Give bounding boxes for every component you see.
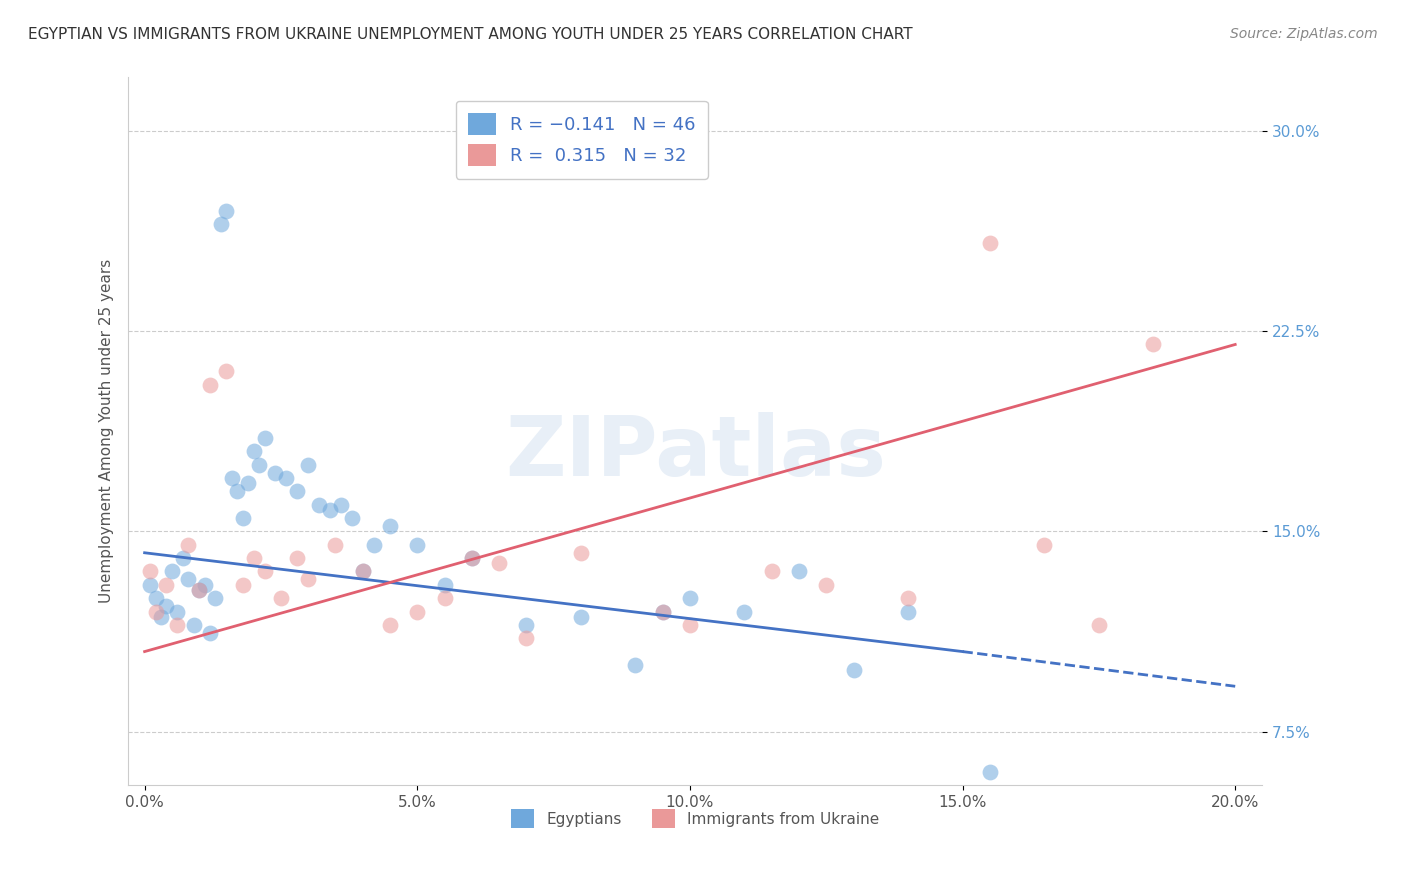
Point: [198, 377, 221, 392]
Point: [188, 583, 211, 598]
Point: [1033, 538, 1056, 552]
Point: [433, 591, 456, 606]
Point: [247, 458, 270, 472]
Point: [569, 546, 592, 560]
Text: EGYPTIAN VS IMMIGRANTS FROM UKRAINE UNEMPLOYMENT AMONG YOUTH UNDER 25 YEARS CORR: EGYPTIAN VS IMMIGRANTS FROM UKRAINE UNEM…: [28, 27, 912, 42]
Point: [232, 511, 254, 525]
Point: [897, 605, 920, 619]
Point: [226, 484, 249, 499]
Point: [340, 511, 363, 525]
Point: [461, 551, 484, 566]
Point: [253, 565, 276, 579]
Point: [139, 578, 162, 592]
Point: [651, 605, 673, 619]
Point: [285, 484, 308, 499]
Point: [624, 657, 647, 672]
Text: Source: ZipAtlas.com: Source: ZipAtlas.com: [1230, 27, 1378, 41]
Point: [155, 599, 177, 614]
Point: [815, 578, 838, 592]
Point: [378, 519, 401, 533]
Point: [221, 471, 243, 485]
Point: [177, 538, 200, 552]
Point: [842, 663, 865, 677]
Point: [319, 503, 342, 517]
Point: [242, 551, 264, 566]
Point: [204, 591, 226, 606]
Point: [433, 578, 456, 592]
Point: [253, 431, 276, 445]
Y-axis label: Unemployment Among Youth under 25 years: Unemployment Among Youth under 25 years: [100, 260, 114, 603]
Point: [406, 538, 429, 552]
Point: [979, 764, 1001, 779]
Point: [329, 498, 352, 512]
Legend: Egyptians, Immigrants from Ukraine: Egyptians, Immigrants from Ukraine: [505, 803, 886, 834]
Point: [378, 618, 401, 632]
Point: [215, 204, 238, 219]
Point: [232, 578, 254, 592]
Point: [285, 551, 308, 566]
Point: [149, 610, 172, 624]
Point: [515, 618, 537, 632]
Point: [166, 618, 188, 632]
Point: [488, 557, 510, 571]
Point: [733, 605, 755, 619]
Point: [761, 565, 783, 579]
Point: [297, 458, 319, 472]
Point: [238, 476, 260, 491]
Point: [198, 626, 221, 640]
Point: [406, 605, 429, 619]
Point: [363, 538, 385, 552]
Point: [172, 551, 194, 566]
Point: [352, 565, 374, 579]
Point: [787, 565, 810, 579]
Point: [276, 471, 298, 485]
Point: [145, 591, 167, 606]
Point: [979, 235, 1001, 250]
Point: [155, 578, 177, 592]
Point: [194, 578, 217, 592]
Point: [166, 605, 188, 619]
Point: [209, 217, 232, 231]
Point: [145, 605, 167, 619]
Point: [270, 591, 292, 606]
Point: [264, 466, 287, 480]
Point: [139, 565, 162, 579]
Point: [297, 573, 319, 587]
Point: [679, 618, 702, 632]
Point: [188, 583, 211, 598]
Text: ZIPatlas: ZIPatlas: [505, 412, 886, 493]
Point: [177, 573, 200, 587]
Point: [1142, 337, 1164, 351]
Point: [308, 498, 330, 512]
Point: [352, 565, 374, 579]
Point: [651, 605, 673, 619]
Point: [569, 610, 592, 624]
Point: [215, 364, 238, 378]
Point: [160, 565, 183, 579]
Point: [325, 538, 347, 552]
Point: [897, 591, 920, 606]
Point: [679, 591, 702, 606]
Point: [515, 631, 537, 645]
Point: [1088, 618, 1111, 632]
Point: [461, 551, 484, 566]
Point: [242, 444, 264, 458]
Point: [183, 618, 205, 632]
